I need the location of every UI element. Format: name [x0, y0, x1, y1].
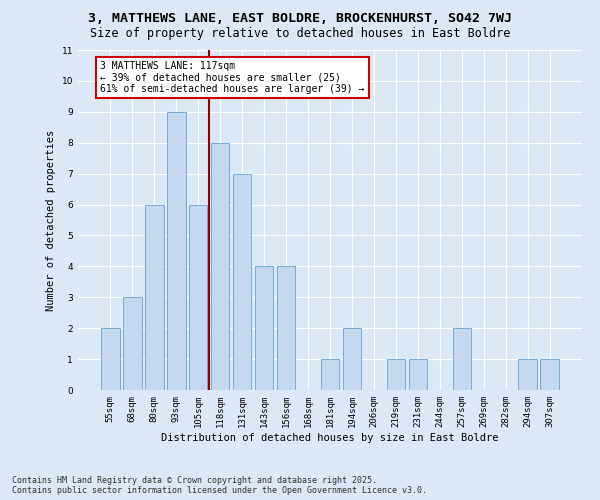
Text: 3 MATTHEWS LANE: 117sqm
← 39% of detached houses are smaller (25)
61% of semi-de: 3 MATTHEWS LANE: 117sqm ← 39% of detache…: [100, 61, 365, 94]
Bar: [518, 359, 537, 390]
Text: Size of property relative to detached houses in East Boldre: Size of property relative to detached ho…: [90, 28, 510, 40]
Bar: [409, 359, 427, 390]
Bar: [343, 328, 361, 390]
Bar: [277, 266, 295, 390]
Bar: [167, 112, 185, 390]
Bar: [255, 266, 274, 390]
Bar: [123, 298, 142, 390]
X-axis label: Distribution of detached houses by size in East Boldre: Distribution of detached houses by size …: [161, 432, 499, 442]
Bar: [211, 142, 229, 390]
Bar: [145, 204, 164, 390]
Y-axis label: Number of detached properties: Number of detached properties: [46, 130, 56, 310]
Bar: [541, 359, 559, 390]
Bar: [101, 328, 119, 390]
Bar: [233, 174, 251, 390]
Bar: [320, 359, 340, 390]
Text: Contains HM Land Registry data © Crown copyright and database right 2025.
Contai: Contains HM Land Registry data © Crown c…: [12, 476, 427, 495]
Bar: [386, 359, 405, 390]
Bar: [189, 204, 208, 390]
Bar: [452, 328, 471, 390]
Text: 3, MATTHEWS LANE, EAST BOLDRE, BROCKENHURST, SO42 7WJ: 3, MATTHEWS LANE, EAST BOLDRE, BROCKENHU…: [88, 12, 512, 26]
